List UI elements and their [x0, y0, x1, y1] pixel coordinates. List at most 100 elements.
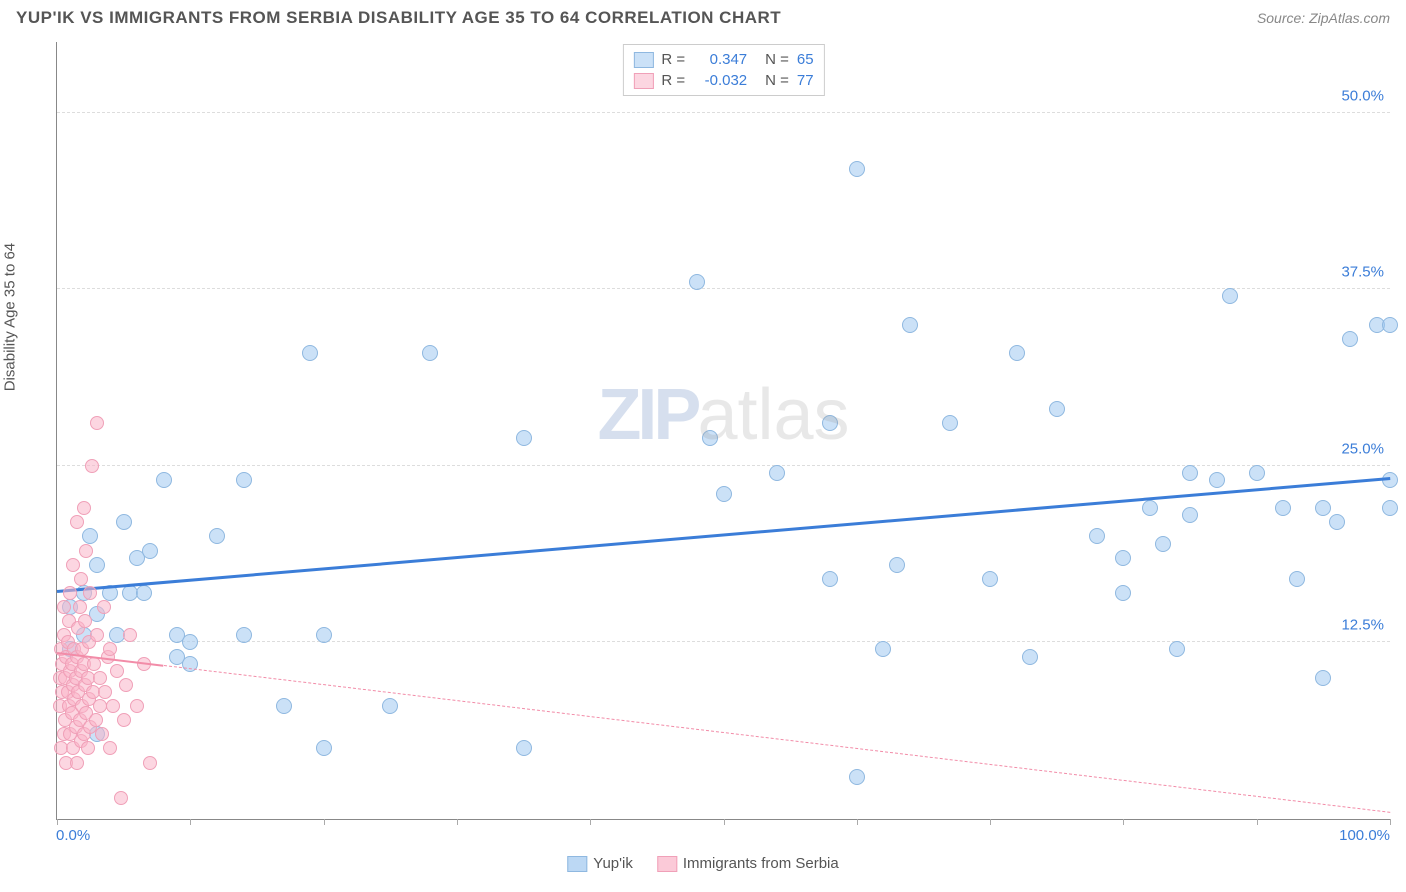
data-point	[1089, 528, 1105, 544]
legend-series-label: Yup'ik	[593, 855, 633, 872]
data-point	[156, 472, 172, 488]
y-tick-label: 37.5%	[1341, 264, 1384, 281]
data-point	[716, 486, 732, 502]
legend-swatch	[633, 73, 653, 89]
watermark: ZIPatlas	[597, 374, 849, 456]
data-point	[276, 698, 292, 714]
data-point	[1329, 514, 1345, 530]
data-point	[89, 713, 103, 727]
legend-correlation-row: R =0.347N =65	[633, 49, 813, 70]
data-point	[136, 585, 152, 601]
legend-n-label: N =	[765, 51, 789, 68]
data-point	[1209, 472, 1225, 488]
data-point	[130, 699, 144, 713]
data-point	[143, 756, 157, 770]
data-point	[116, 514, 132, 530]
data-point	[889, 557, 905, 573]
data-point	[1022, 649, 1038, 665]
x-tick	[1390, 819, 1391, 825]
data-point	[516, 740, 532, 756]
data-point	[93, 699, 107, 713]
data-point	[77, 501, 91, 515]
data-point	[90, 628, 104, 642]
data-point	[66, 558, 80, 572]
data-point	[90, 416, 104, 430]
data-point	[1142, 500, 1158, 516]
data-point	[97, 600, 111, 614]
data-point	[82, 528, 98, 544]
data-point	[822, 571, 838, 587]
data-point	[70, 756, 84, 770]
legend-swatch	[567, 856, 587, 872]
plot-region: ZIPatlas R =0.347N =65R =-0.032N =77 12.…	[56, 42, 1390, 820]
chart-source: Source: ZipAtlas.com	[1257, 10, 1390, 26]
data-point	[79, 544, 93, 558]
legend-r-value: 0.347	[693, 51, 747, 68]
legend-swatch	[633, 52, 653, 68]
gridline-h	[57, 112, 1390, 113]
legend-n-value: 65	[797, 51, 814, 68]
data-point	[1249, 465, 1265, 481]
x-tick	[857, 819, 858, 825]
data-point	[123, 628, 137, 642]
data-point	[1315, 500, 1331, 516]
data-point	[236, 472, 252, 488]
data-point	[98, 685, 112, 699]
data-point	[1222, 288, 1238, 304]
y-tick-label: 25.0%	[1341, 440, 1384, 457]
data-point	[57, 600, 71, 614]
data-point	[1289, 571, 1305, 587]
data-point	[1182, 507, 1198, 523]
legend-n-value: 77	[797, 72, 814, 89]
data-point	[114, 791, 128, 805]
data-point	[182, 634, 198, 650]
data-point	[85, 459, 99, 473]
gridline-h	[57, 641, 1390, 642]
legend-series-item: Immigrants from Serbia	[657, 855, 839, 872]
x-axis-min-label: 0.0%	[56, 827, 90, 844]
y-tick-label: 50.0%	[1341, 87, 1384, 104]
chart-title: YUP'IK VS IMMIGRANTS FROM SERBIA DISABIL…	[16, 8, 781, 28]
data-point	[769, 465, 785, 481]
data-point	[1275, 500, 1291, 516]
data-point	[875, 641, 891, 657]
data-point	[316, 740, 332, 756]
data-point	[982, 571, 998, 587]
data-point	[103, 741, 117, 755]
chart-area: Disability Age 35 to 64 ZIPatlas R =0.34…	[16, 42, 1390, 872]
data-point	[83, 586, 97, 600]
x-tick	[190, 819, 191, 825]
legend-series-label: Immigrants from Serbia	[683, 855, 839, 872]
legend-r-value: -0.032	[693, 72, 747, 89]
chart-header: YUP'IK VS IMMIGRANTS FROM SERBIA DISABIL…	[0, 0, 1406, 32]
data-point	[1049, 401, 1065, 417]
data-point	[1182, 465, 1198, 481]
data-point	[73, 600, 87, 614]
data-point	[1342, 331, 1358, 347]
data-point	[302, 345, 318, 361]
data-point	[1382, 500, 1398, 516]
legend-r-label: R =	[661, 72, 685, 89]
data-point	[119, 678, 133, 692]
data-point	[702, 430, 718, 446]
data-point	[422, 345, 438, 361]
data-point	[1315, 670, 1331, 686]
data-point	[1009, 345, 1025, 361]
x-tick	[324, 819, 325, 825]
data-point	[822, 415, 838, 431]
x-tick	[57, 819, 58, 825]
data-point	[63, 586, 77, 600]
data-point	[89, 557, 105, 573]
data-point	[1115, 585, 1131, 601]
legend-n-label: N =	[765, 72, 789, 89]
data-point	[316, 627, 332, 643]
legend-swatch	[657, 856, 677, 872]
data-point	[103, 642, 117, 656]
data-point	[1169, 641, 1185, 657]
data-point	[236, 627, 252, 643]
legend-series: Yup'ik Immigrants from Serbia	[567, 855, 838, 872]
legend-correlation: R =0.347N =65R =-0.032N =77	[622, 44, 824, 96]
x-tick	[457, 819, 458, 825]
data-point	[902, 317, 918, 333]
data-point	[93, 671, 107, 685]
